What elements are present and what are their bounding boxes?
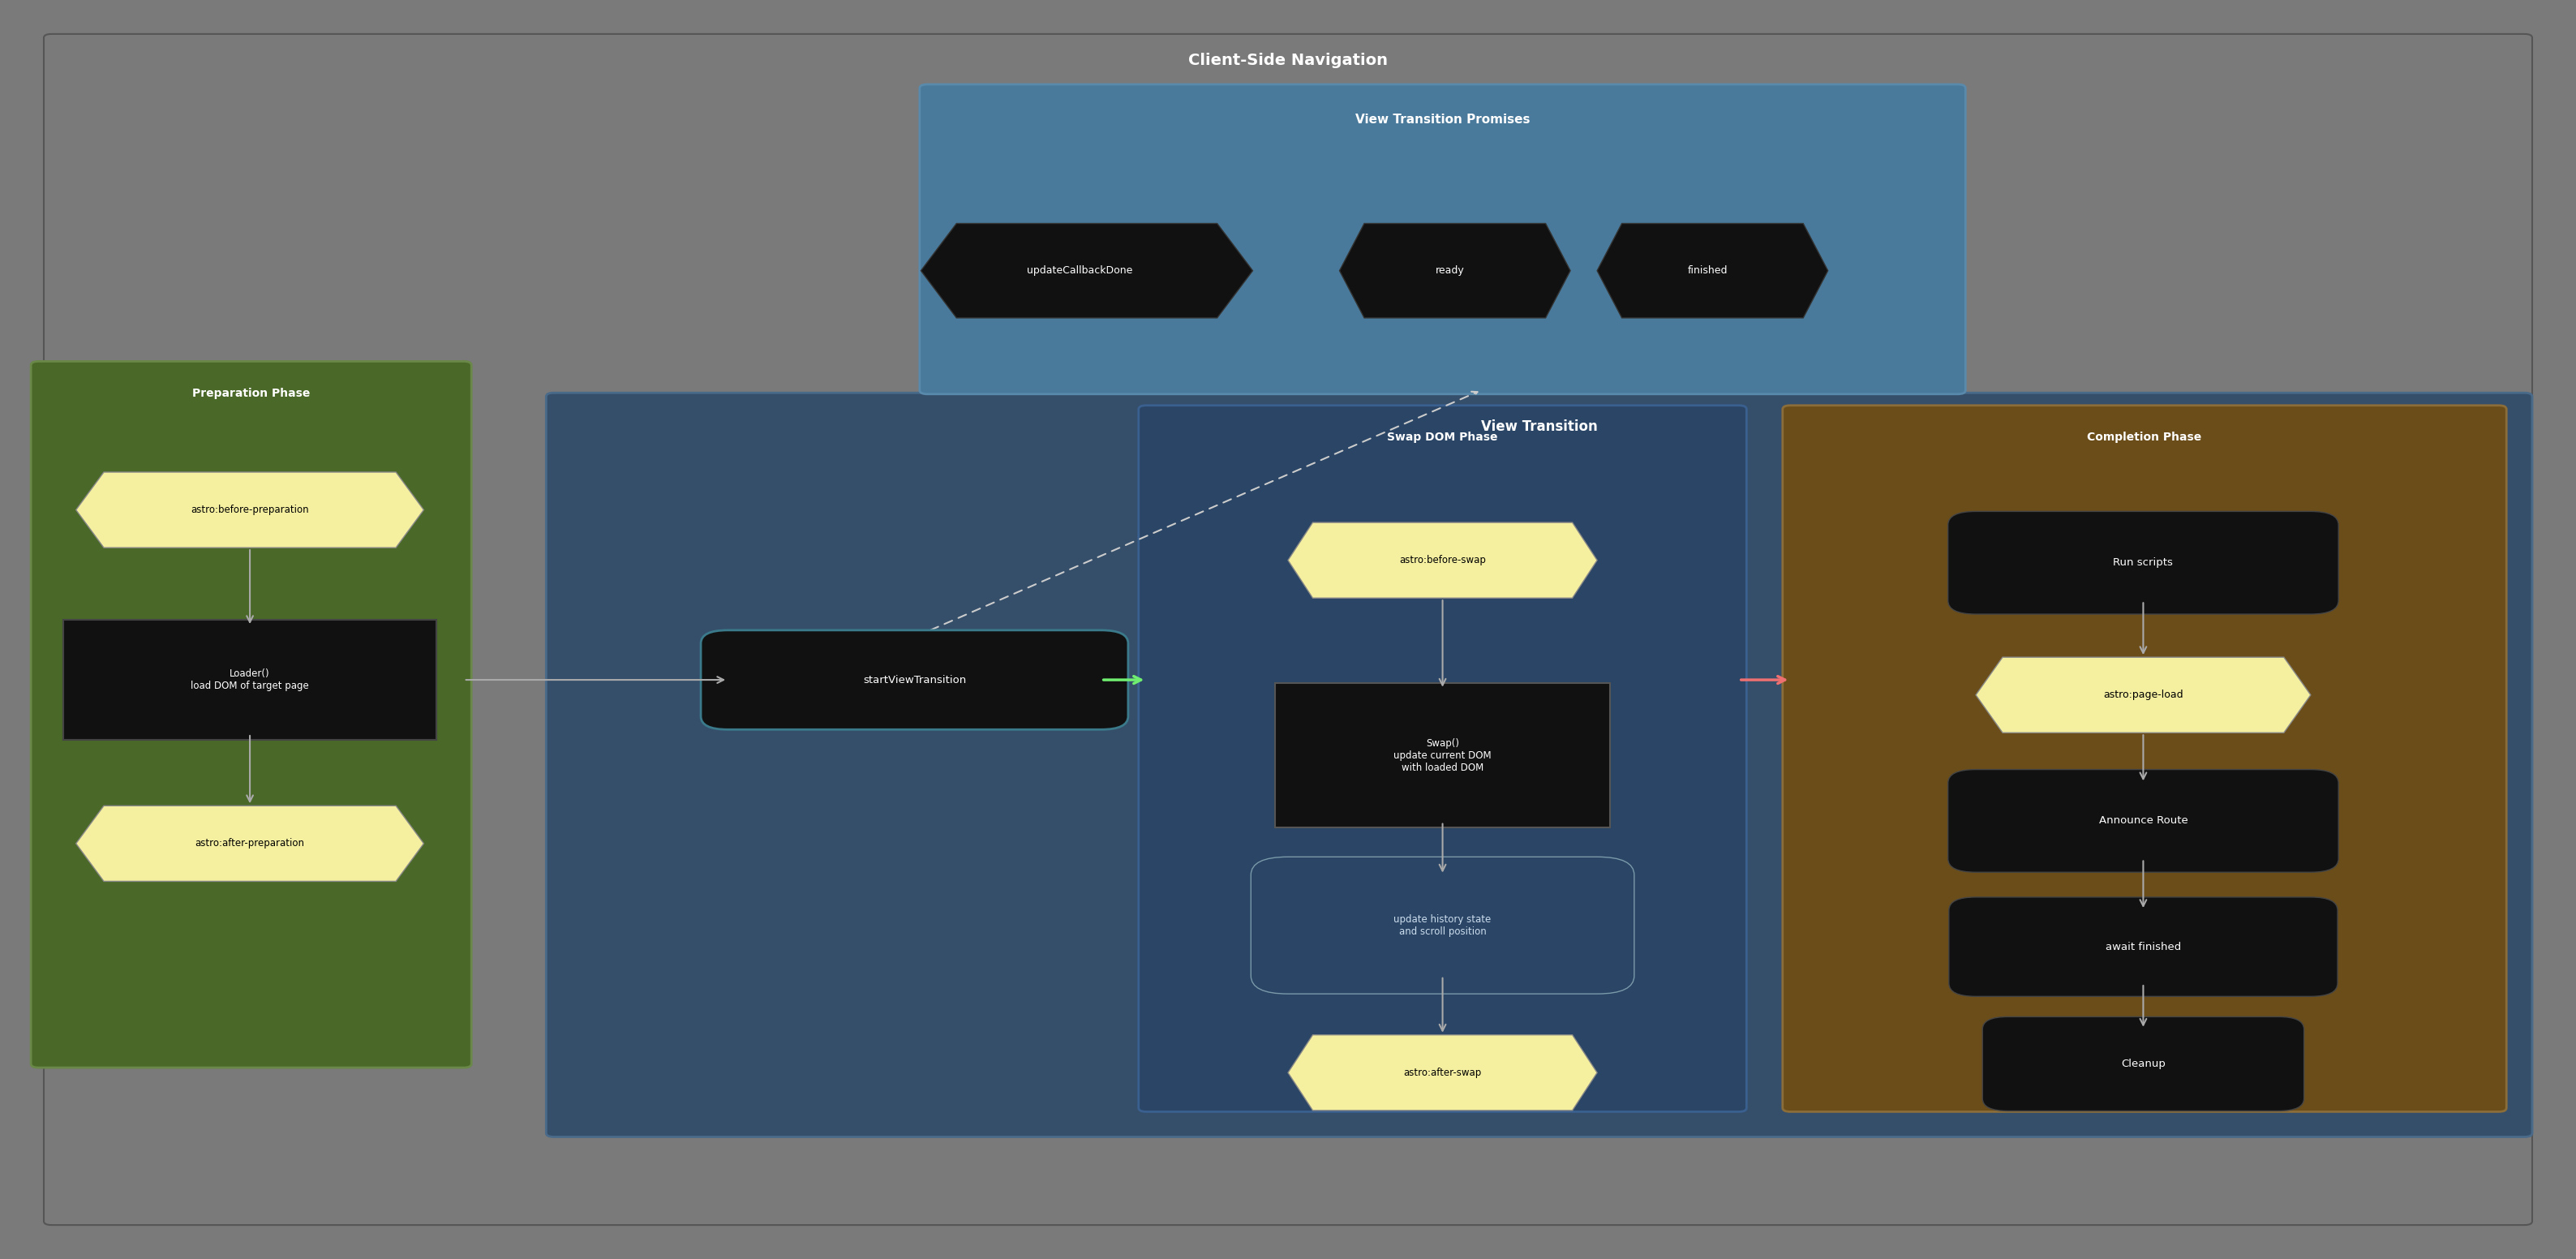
Polygon shape <box>1597 224 1829 317</box>
Text: astro:after-swap: astro:after-swap <box>1404 1068 1481 1078</box>
Text: astro:before-swap: astro:before-swap <box>1399 555 1486 565</box>
Text: await finished: await finished <box>2105 942 2182 952</box>
FancyBboxPatch shape <box>31 361 471 1068</box>
Text: Client-Side Navigation: Client-Side Navigation <box>1188 53 1388 68</box>
Text: Preparation Phase: Preparation Phase <box>193 388 309 399</box>
Text: finished: finished <box>1687 266 1728 276</box>
Polygon shape <box>77 472 422 548</box>
Polygon shape <box>1976 657 2311 733</box>
Polygon shape <box>920 224 1252 317</box>
FancyBboxPatch shape <box>1947 511 2339 614</box>
FancyBboxPatch shape <box>1252 857 1633 993</box>
FancyBboxPatch shape <box>1275 682 1610 828</box>
FancyBboxPatch shape <box>546 393 2532 1137</box>
FancyBboxPatch shape <box>1947 769 2339 872</box>
Text: Announce Route: Announce Route <box>2099 816 2187 826</box>
Text: Run scripts: Run scripts <box>2112 558 2174 568</box>
Text: updateCallbackDone: updateCallbackDone <box>1028 266 1133 276</box>
Polygon shape <box>77 806 422 881</box>
FancyBboxPatch shape <box>44 34 2532 1225</box>
FancyBboxPatch shape <box>62 619 435 739</box>
Text: update history state
and scroll position: update history state and scroll position <box>1394 914 1492 937</box>
Text: astro:before-preparation: astro:before-preparation <box>191 505 309 515</box>
Text: Completion Phase: Completion Phase <box>2087 432 2202 443</box>
FancyBboxPatch shape <box>920 84 1965 394</box>
FancyBboxPatch shape <box>1139 405 1747 1112</box>
Text: ready: ready <box>1435 266 1466 276</box>
Text: astro:after-preparation: astro:after-preparation <box>196 838 304 849</box>
Polygon shape <box>1340 224 1571 317</box>
Text: Loader()
load DOM of target page: Loader() load DOM of target page <box>191 669 309 691</box>
Text: startViewTransition: startViewTransition <box>863 675 966 685</box>
Polygon shape <box>1288 1035 1597 1110</box>
Text: Swap DOM Phase: Swap DOM Phase <box>1388 432 1497 443</box>
FancyBboxPatch shape <box>701 631 1128 729</box>
Text: Swap()
update current DOM
with loaded DOM: Swap() update current DOM with loaded DO… <box>1394 738 1492 773</box>
FancyBboxPatch shape <box>1783 405 2506 1112</box>
FancyBboxPatch shape <box>1950 898 2336 996</box>
Text: astro:page-load: astro:page-load <box>2102 690 2184 700</box>
Text: View Transition: View Transition <box>1481 419 1597 434</box>
Text: Cleanup: Cleanup <box>2120 1059 2166 1069</box>
FancyBboxPatch shape <box>1984 1017 2303 1110</box>
Text: View Transition Promises: View Transition Promises <box>1355 113 1530 126</box>
Polygon shape <box>1288 522 1597 598</box>
